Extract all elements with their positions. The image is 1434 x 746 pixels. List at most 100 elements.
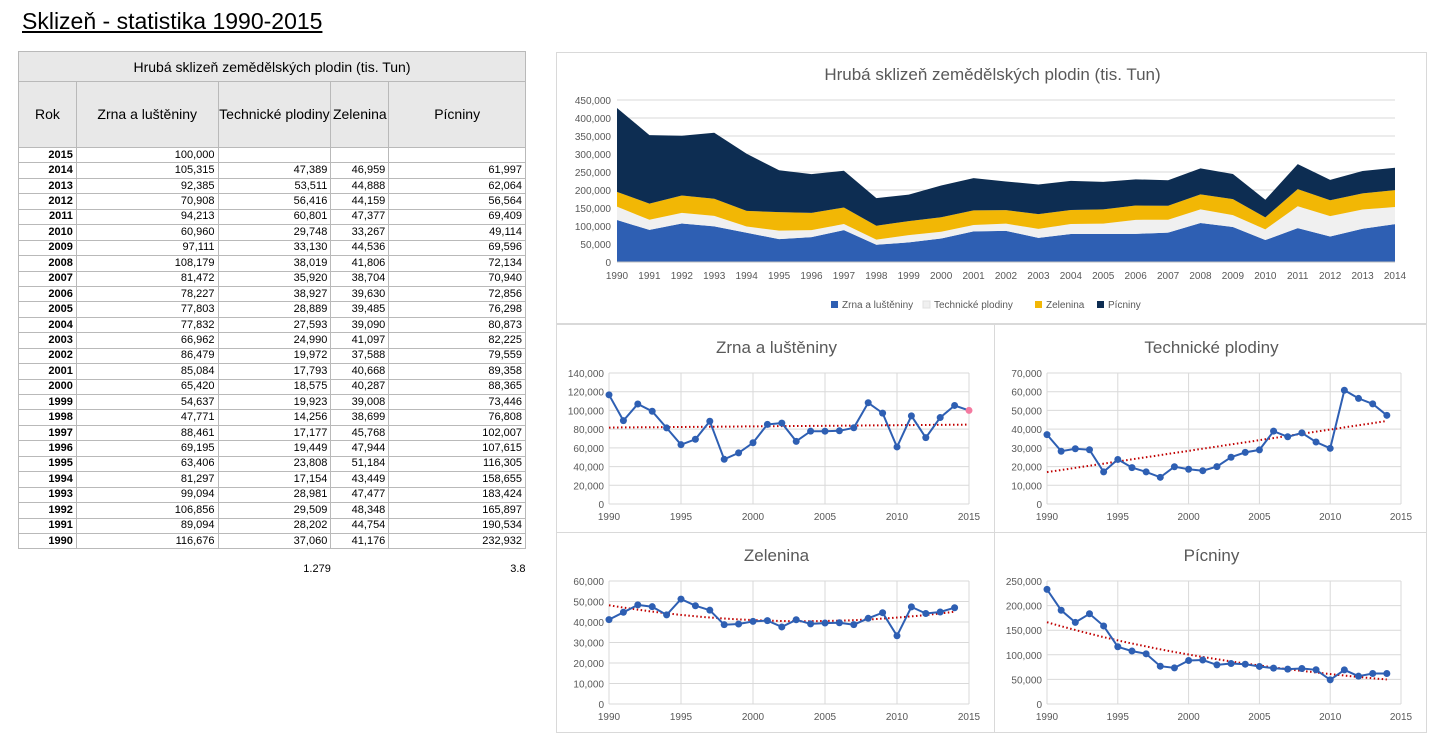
data-point xyxy=(1156,662,1164,670)
cell-zelenina: 40,668 xyxy=(330,363,390,380)
table-row: 2002 86,479 19,972 37,588 79,559 xyxy=(18,347,526,365)
cell-zrna: 69,195 xyxy=(75,440,219,457)
data-point xyxy=(1213,463,1221,471)
x-tick-label: 2015 xyxy=(1390,512,1413,523)
table-row: 2015 100,000 xyxy=(18,146,526,164)
cell-zelenina: 43,449 xyxy=(330,471,390,488)
chart-svg: Zrna a luštěniny 0 20,000 40,000 60,000 80,00… xyxy=(568,338,981,523)
y-tick-label: 80,000 xyxy=(573,425,604,436)
legend-swatch xyxy=(831,301,838,308)
technicke-chart-panel: Technické plodiny 0 10,000 20,000 30,000 40,0… xyxy=(994,324,1427,533)
table-row: 2008 108,179 38,019 41,806 72,134 xyxy=(18,255,526,272)
x-tick-label: 2011 xyxy=(1287,271,1309,282)
data-point xyxy=(634,601,642,609)
cell-picniny: 158,655 xyxy=(388,471,526,488)
x-tick-label: 2015 xyxy=(958,712,981,723)
stacked-area-chart-panel: Hrubá sklizeň zemědělských plodin (tis. … xyxy=(556,52,1427,324)
cell-picniny: 70,940 xyxy=(388,270,526,287)
cell-technicke: 29,748 xyxy=(217,224,332,241)
data-point xyxy=(735,620,743,628)
data-point xyxy=(663,611,671,619)
cell-picniny: 72,134 xyxy=(388,255,526,272)
table-row: 2010 60,960 29,748 33,267 49,114 xyxy=(18,224,526,241)
data-point xyxy=(835,427,843,435)
cell-picniny: 183,424 xyxy=(388,486,526,504)
data-point xyxy=(1312,666,1320,674)
data-point xyxy=(821,427,829,435)
chart-svg: Pícniny 0 50,000 100,000 150,000 200,000 250,0… xyxy=(1006,546,1413,723)
data-point xyxy=(879,409,887,417)
data-point xyxy=(1355,672,1363,680)
cell-picniny: 190,534 xyxy=(388,517,526,534)
data-point xyxy=(749,439,757,447)
y-tick-label: 30,000 xyxy=(573,639,604,650)
x-tick-label: 1999 xyxy=(898,271,921,282)
data-point xyxy=(807,427,815,435)
table-row: 1998 47,771 14,256 38,699 76,808 xyxy=(18,409,526,426)
table-row: 1993 99,094 28,981 47,477 183,424 xyxy=(18,486,526,504)
cell-zelenina: 44,536 xyxy=(330,239,390,257)
data-point xyxy=(677,595,685,603)
cell-rok: 2007 xyxy=(18,270,77,287)
data-point xyxy=(1043,431,1051,439)
x-tick-label: 2000 xyxy=(930,271,953,282)
y-tick-label: 50,000 xyxy=(573,598,604,609)
y-tick-label: 150,000 xyxy=(575,204,612,215)
y-tick-label: 150,000 xyxy=(1006,626,1043,637)
table-row: 2005 77,803 28,889 39,485 76,298 xyxy=(18,301,526,318)
footer-cell xyxy=(19,549,77,589)
cell-zrna: 60,960 xyxy=(75,224,219,241)
column-header-picniny: Pícniny xyxy=(388,81,526,148)
cell-zrna: 77,832 xyxy=(75,316,219,334)
cell-technicke: 19,923 xyxy=(217,393,332,411)
data-point xyxy=(850,424,858,432)
data-point xyxy=(778,419,786,427)
y-tick-label: 20,000 xyxy=(573,481,604,492)
cell-technicke: 33,130 xyxy=(217,239,332,257)
data-point xyxy=(1383,669,1391,677)
y-tick-label: 50,000 xyxy=(580,240,611,251)
data-point xyxy=(936,608,944,616)
cell-zrna: 77,803 xyxy=(75,301,219,318)
cell-rok: 1991 xyxy=(18,517,77,534)
y-tick-label: 40,000 xyxy=(1011,425,1042,436)
data-point xyxy=(749,617,757,625)
cell-technicke: 60,801 xyxy=(217,208,332,226)
x-tick-label: 1990 xyxy=(598,712,621,723)
cell-technicke: 17,154 xyxy=(217,471,332,488)
chart-svg: Zelenina 0 10,000 20,000 30,000 40,000 50,000 6… xyxy=(573,546,981,723)
cell-rok: 2011 xyxy=(18,208,77,226)
data-point xyxy=(1071,618,1079,626)
cell-picniny xyxy=(388,146,526,164)
data-point xyxy=(1241,660,1249,668)
cell-rok: 1994 xyxy=(18,471,77,488)
x-tick-label: 2013 xyxy=(1351,271,1374,282)
cell-rok: 1993 xyxy=(18,486,77,504)
x-tick-label: 2010 xyxy=(886,512,909,523)
table-row: 2009 97,111 33,130 44,536 69,596 xyxy=(18,239,526,257)
x-tick-label: 2006 xyxy=(1125,271,1148,282)
table-row: 1990 116,676 37,060 41,176 232,932 xyxy=(18,532,526,550)
picniny-chart-panel: Pícniny 0 50,000 100,000 150,000 200,000 250,0… xyxy=(994,532,1427,733)
cell-rok: 2001 xyxy=(18,363,77,380)
data-point xyxy=(1284,433,1292,441)
x-tick-label: 1995 xyxy=(1107,712,1130,723)
area-series-3 xyxy=(617,107,1395,226)
cell-picniny: 61,997 xyxy=(388,162,526,179)
data-point xyxy=(792,616,800,624)
data-point xyxy=(1326,676,1334,684)
data-point xyxy=(1100,622,1108,630)
data-point xyxy=(1312,438,1320,446)
cell-rok: 2004 xyxy=(18,316,77,334)
cell-zrna: 108,179 xyxy=(75,255,219,272)
cell-zrna: 106,856 xyxy=(75,502,219,519)
data-point xyxy=(1340,666,1348,674)
data-point xyxy=(1071,445,1079,453)
cell-technicke: 17,177 xyxy=(217,424,332,442)
table-row: 1991 89,094 28,202 44,754 190,534 xyxy=(18,517,526,534)
y-tick-label: 140,000 xyxy=(568,369,605,380)
data-point xyxy=(893,443,901,451)
legend-label: Pícniny xyxy=(1108,300,1141,311)
cell-technicke: 53,511 xyxy=(217,177,332,195)
data-point xyxy=(1298,429,1306,437)
